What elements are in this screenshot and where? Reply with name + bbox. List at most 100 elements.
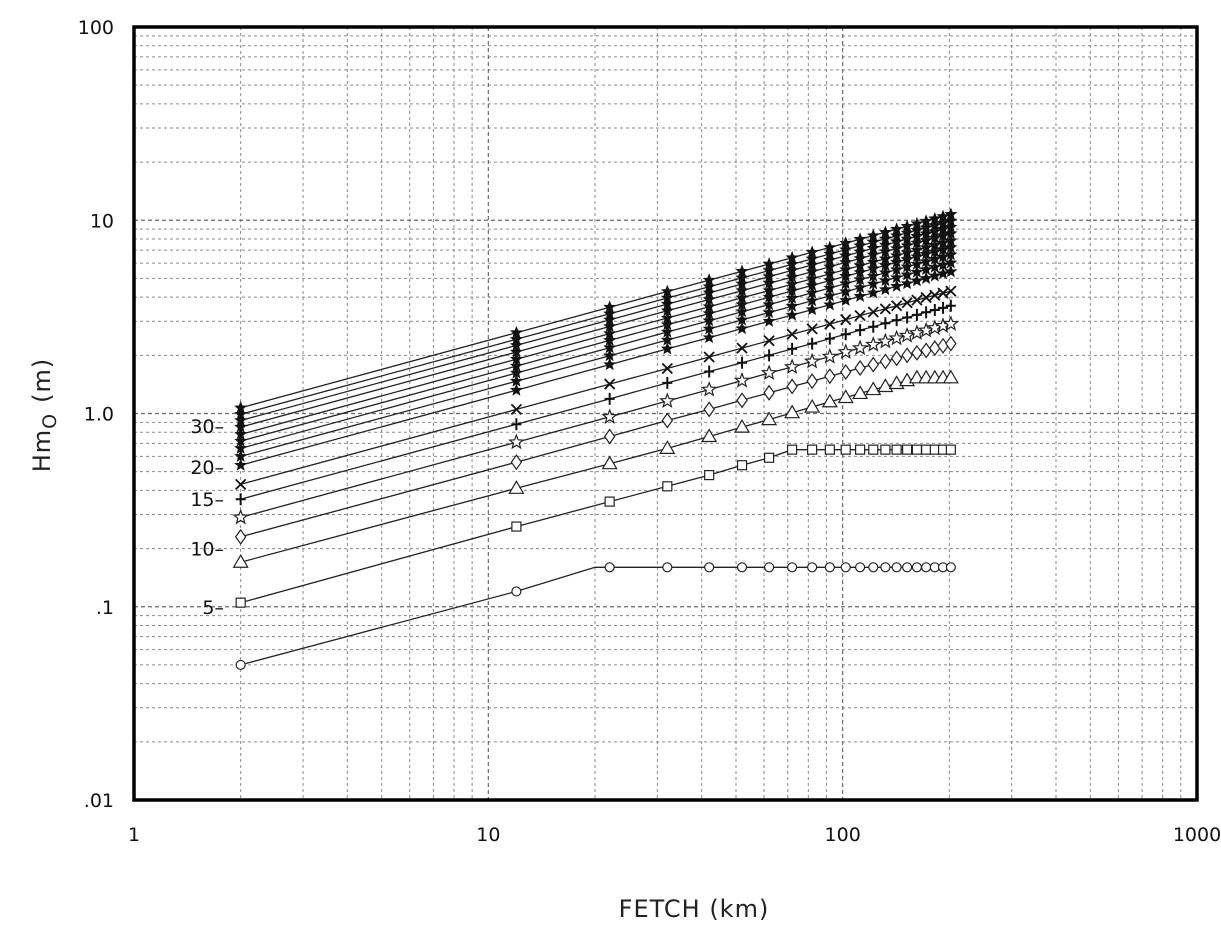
diamond-marker bbox=[867, 356, 880, 373]
diamond-marker bbox=[890, 350, 903, 367]
x-marker bbox=[786, 328, 798, 340]
filled-star-marker bbox=[823, 247, 837, 260]
filled-star-marker bbox=[702, 292, 716, 305]
circle-marker bbox=[868, 562, 879, 573]
filled-star-marker bbox=[660, 297, 674, 310]
diamond-marker bbox=[911, 344, 923, 361]
filled-star-marker bbox=[839, 276, 853, 290]
x-tick-label: 1000 bbox=[1173, 824, 1221, 846]
filled-star-marker bbox=[823, 297, 837, 311]
star-marker bbox=[700, 380, 718, 397]
plus-marker bbox=[902, 311, 913, 324]
diamond-marker bbox=[937, 337, 949, 354]
filled-star-marker bbox=[878, 265, 892, 279]
filled-star-marker bbox=[900, 267, 914, 281]
diamond-marker bbox=[945, 335, 957, 352]
series-15 bbox=[234, 214, 958, 420]
triangle-marker bbox=[877, 378, 894, 393]
square-marker bbox=[736, 460, 748, 471]
filled-star-marker bbox=[805, 293, 819, 307]
plus-marker bbox=[824, 332, 835, 345]
x-marker bbox=[901, 297, 913, 309]
filled-star-marker bbox=[762, 290, 776, 303]
filled-star-marker bbox=[735, 283, 749, 297]
x-marker bbox=[867, 306, 879, 318]
triangle-marker bbox=[232, 554, 249, 568]
filled-star-marker bbox=[910, 223, 924, 236]
filled-star-marker bbox=[702, 286, 716, 299]
filled-star-marker bbox=[234, 449, 248, 462]
x-marker bbox=[840, 313, 852, 326]
filled-star-marker bbox=[702, 279, 716, 293]
series-value-label: 30– bbox=[190, 416, 224, 438]
filled-star-marker bbox=[853, 265, 867, 278]
filled-star-marker bbox=[900, 252, 914, 265]
filled-star-marker bbox=[839, 269, 853, 282]
triangle-marker bbox=[865, 381, 882, 396]
filled-star-marker bbox=[839, 255, 853, 268]
series-layer bbox=[232, 207, 960, 671]
filled-star-marker bbox=[890, 279, 904, 292]
circle-marker bbox=[511, 586, 522, 597]
filled-star-marker bbox=[234, 434, 248, 447]
filled-star-marker bbox=[660, 291, 674, 304]
series-value-label: 5– bbox=[202, 597, 224, 619]
filled-star-marker bbox=[839, 293, 853, 306]
filled-star-marker bbox=[805, 278, 819, 291]
filled-star-marker bbox=[919, 254, 933, 268]
plus-marker bbox=[235, 493, 246, 506]
filled-star-marker bbox=[702, 313, 716, 327]
filled-star-marker bbox=[762, 276, 776, 289]
filled-star-marker bbox=[234, 420, 248, 433]
filled-star-marker bbox=[866, 261, 880, 275]
filled-star-marker bbox=[509, 383, 523, 396]
circle-marker bbox=[911, 562, 923, 573]
star-marker bbox=[760, 364, 778, 381]
x-axis-label: FETCH (km) bbox=[619, 895, 770, 923]
square-marker bbox=[235, 597, 246, 608]
series-value-label: 10– bbox=[190, 539, 224, 561]
star-marker bbox=[837, 343, 854, 360]
filled-star-marker bbox=[603, 348, 617, 362]
filled-star-marker bbox=[762, 283, 776, 297]
filled-star-marker bbox=[910, 216, 924, 230]
filled-star-marker bbox=[735, 264, 749, 277]
filled-star-marker bbox=[785, 284, 799, 297]
filled-star-marker bbox=[900, 219, 914, 232]
diamond-marker bbox=[703, 401, 715, 418]
triangle-marker bbox=[733, 418, 751, 433]
y-tick-label: .1 bbox=[96, 597, 114, 619]
series-9 bbox=[234, 255, 958, 462]
x-tick-label: 100 bbox=[825, 824, 861, 846]
circle-marker bbox=[704, 562, 715, 573]
circle-marker bbox=[921, 562, 932, 573]
plot-frame bbox=[132, 25, 1199, 802]
filled-star-marker bbox=[823, 253, 837, 266]
square-marker bbox=[891, 444, 902, 455]
square-marker bbox=[921, 444, 932, 455]
star-marker bbox=[851, 339, 869, 356]
filled-star-marker bbox=[823, 273, 837, 287]
filled-star-marker bbox=[234, 407, 248, 420]
filled-star-marker bbox=[878, 238, 892, 251]
filled-star-marker bbox=[900, 238, 914, 252]
filled-star-marker bbox=[866, 235, 880, 248]
filled-star-marker bbox=[853, 238, 867, 252]
x-marker bbox=[929, 289, 941, 301]
filled-star-marker bbox=[805, 252, 819, 265]
filled-star-marker bbox=[509, 359, 523, 372]
filled-star-marker bbox=[928, 245, 942, 258]
filled-star-marker bbox=[928, 260, 942, 273]
x-marker bbox=[920, 291, 932, 304]
filled-star-marker bbox=[735, 321, 749, 335]
series-8 bbox=[234, 264, 958, 471]
filled-star-marker bbox=[928, 224, 942, 237]
series-14 bbox=[234, 220, 958, 427]
star-marker bbox=[803, 352, 821, 369]
plus-marker bbox=[938, 301, 949, 314]
diamond-marker bbox=[661, 412, 674, 429]
filled-star-marker bbox=[805, 271, 819, 285]
diamond-marker bbox=[806, 373, 818, 390]
x-marker bbox=[763, 335, 775, 347]
filled-star-marker bbox=[928, 218, 942, 231]
